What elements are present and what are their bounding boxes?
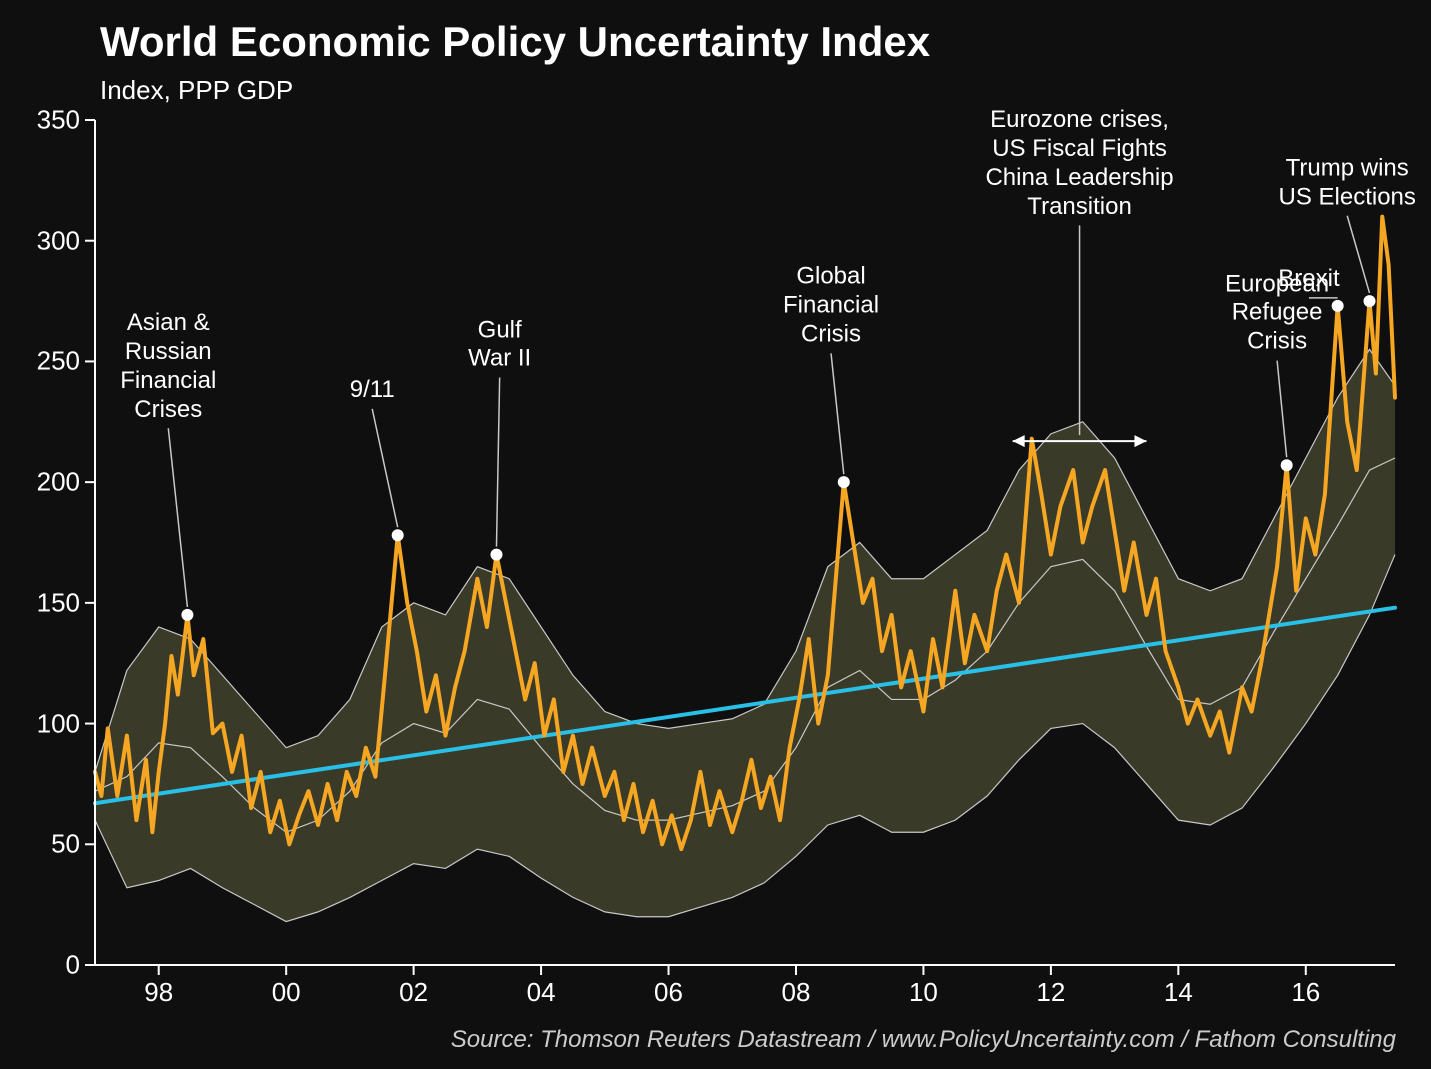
annotation-trump: Trump wins US Elections xyxy=(1279,154,1416,212)
x-tick-label: 08 xyxy=(782,977,811,1008)
chart-container: World Economic Policy Uncertainty Index … xyxy=(0,0,1431,1069)
chart-source: Source: Thomson Reuters Datastream / www… xyxy=(0,1026,1396,1054)
annotation-leader xyxy=(372,409,397,527)
annotation-leader xyxy=(1277,361,1287,458)
annotation-brexit: Brexit xyxy=(1278,265,1339,294)
y-tick-label: 200 xyxy=(20,467,80,498)
annotation-gulf: Gulf War II xyxy=(468,316,531,374)
event-marker xyxy=(181,609,193,621)
annotation-leader xyxy=(496,378,499,547)
event-marker xyxy=(392,529,404,541)
x-tick-label: 98 xyxy=(144,977,173,1008)
event-marker xyxy=(1364,295,1376,307)
annotation-asian: Asian & Russian Financial Crises xyxy=(120,309,216,424)
x-tick-label: 16 xyxy=(1291,977,1320,1008)
x-tick-label: 02 xyxy=(399,977,428,1008)
annotation-leader xyxy=(168,428,187,607)
arrowhead-icon xyxy=(1013,435,1025,447)
x-tick-label: 00 xyxy=(272,977,301,1008)
x-tick-label: 06 xyxy=(654,977,683,1008)
y-tick-label: 250 xyxy=(20,346,80,377)
event-marker xyxy=(838,476,850,488)
annotation-leader xyxy=(831,353,844,474)
event-marker xyxy=(490,549,502,561)
y-tick-label: 100 xyxy=(20,708,80,739)
y-tick-label: 150 xyxy=(20,587,80,618)
event-marker xyxy=(1281,459,1293,471)
x-tick-label: 04 xyxy=(527,977,556,1008)
y-tick-label: 300 xyxy=(20,225,80,256)
chart-svg xyxy=(0,0,1431,1069)
x-tick-label: 10 xyxy=(909,977,938,1008)
x-tick-label: 14 xyxy=(1164,977,1193,1008)
y-tick-label: 50 xyxy=(20,829,80,860)
y-tick-label: 0 xyxy=(20,950,80,981)
annotation-leader xyxy=(1347,216,1369,293)
x-tick-label: 12 xyxy=(1036,977,1065,1008)
annotation-gfc: Global Financial Crisis xyxy=(783,263,879,349)
annotation-euro: Eurozone crises, US Fiscal Fights China … xyxy=(985,106,1173,221)
arrowhead-icon xyxy=(1134,435,1146,447)
y-tick-label: 350 xyxy=(20,105,80,136)
event-marker xyxy=(1332,300,1344,312)
annotation-sep11: 9/11 xyxy=(350,376,395,405)
